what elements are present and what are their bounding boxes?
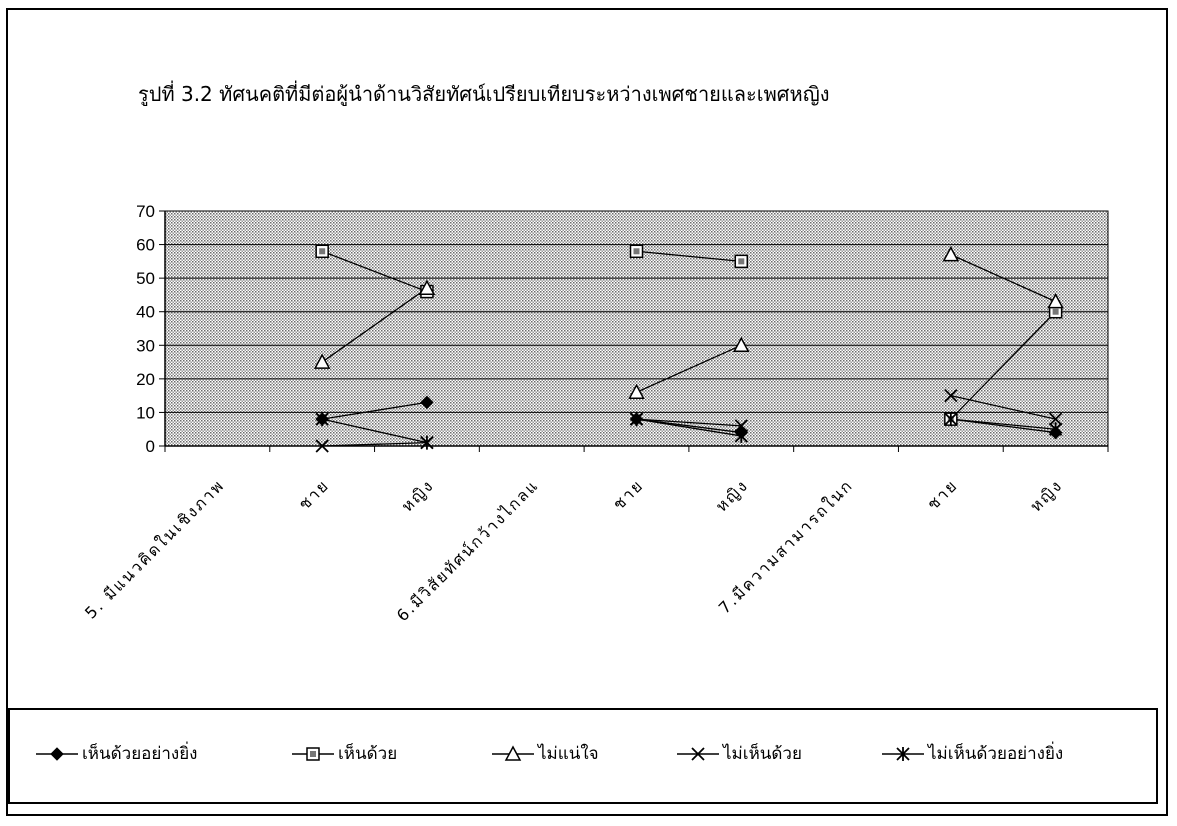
data-point-asterisk <box>734 428 748 443</box>
y-tick-label: 50 <box>136 269 155 288</box>
data-point-asterisk <box>420 435 434 450</box>
legend-item: ไม่เห็นด้วยอย่างยิ่ง <box>880 740 1063 767</box>
legend-item: ไม่เห็นด้วย <box>675 740 802 767</box>
data-point-x <box>734 419 748 433</box>
legend-swatch <box>882 746 924 761</box>
legend-label: เห็นด้วย <box>338 744 398 764</box>
data-point-asterisk <box>315 412 329 427</box>
data-point-asterisk <box>944 412 958 427</box>
legend-label: ไม่เห็นด้วยอย่างยิ่ง <box>928 744 1064 764</box>
data-point-square <box>315 244 329 259</box>
y-tick-label: 30 <box>136 336 155 355</box>
series-line-4 <box>636 418 742 437</box>
legend-item: เห็นด้วย <box>290 740 397 767</box>
data-point-triangle <box>313 353 331 369</box>
x-tick-label: หญิง <box>712 475 752 515</box>
data-point-asterisk <box>1048 422 1063 437</box>
chart-title: รูปที่ 3.2 ทัศนคติที่มีต่อผู้นำด้านวิสัย… <box>138 82 830 106</box>
legend-item: เห็นด้วยอย่างยิ่ง <box>34 740 197 767</box>
legend-marker-triangle <box>504 744 522 761</box>
legend-label: ไม่แน่ใจ <box>538 744 599 764</box>
series-line-1 <box>950 311 1057 420</box>
y-tick-label: 60 <box>136 236 155 255</box>
legend-marker-square <box>306 746 320 761</box>
series-line-1 <box>636 250 742 263</box>
x-tick-label: 5. มีแนวคิดในเชิงภาพ <box>81 475 228 622</box>
series-line-3 <box>322 441 427 447</box>
series-line-2 <box>950 254 1056 303</box>
chart-frame <box>6 8 1168 816</box>
series-line-3 <box>636 418 742 427</box>
legend-item: ไม่แน่ใจ <box>490 740 599 767</box>
data-point-triangle <box>733 336 750 353</box>
data-point-diamond <box>420 395 434 410</box>
x-tick-label: ชาย <box>923 475 961 513</box>
data-point-triangle <box>418 279 436 295</box>
series-line-2 <box>636 344 742 393</box>
y-tick-label: 70 <box>136 202 155 221</box>
legend-label: เห็นด้วยอย่างยิ่ง <box>82 744 198 764</box>
data-point-square <box>734 254 749 269</box>
legend: เห็นด้วยอย่างยิ่ง เห็นด้วย ไม่แน่ใจ ไม่เห็น… <box>8 708 1158 804</box>
x-tick-label: ชาย <box>609 475 647 513</box>
legend-marker-diamond <box>50 746 64 761</box>
data-point-triangle <box>942 246 960 262</box>
data-point-triangle <box>628 383 645 400</box>
series-line-3 <box>950 395 1056 420</box>
data-point-x <box>1048 412 1063 426</box>
legend-swatch <box>36 746 78 761</box>
data-point-asterisk <box>629 412 644 427</box>
legend-label: ไม่เห็นด้วย <box>723 744 802 764</box>
series-line-4 <box>322 418 428 444</box>
legend-marker-x <box>691 746 705 761</box>
x-tick-label: หญิง <box>397 475 437 515</box>
data-point-x <box>315 439 329 453</box>
series-line-1 <box>321 250 428 293</box>
y-tick-label: 0 <box>146 437 155 456</box>
x-tick-label: ชาย <box>295 475 333 513</box>
y-tick-label: 10 <box>136 403 155 422</box>
series-line-4 <box>950 418 1056 430</box>
data-point-x <box>944 389 958 403</box>
y-tick-label: 20 <box>136 370 155 389</box>
series-line-0 <box>322 401 428 420</box>
legend-swatch <box>292 746 334 761</box>
y-tick-label: 40 <box>136 303 155 322</box>
legend-swatch <box>492 744 534 761</box>
data-point-square <box>629 244 644 259</box>
data-point-triangle <box>1047 293 1064 309</box>
legend-marker-asterisk <box>896 746 910 761</box>
series-line-2 <box>321 287 428 363</box>
legend-swatch <box>677 746 719 761</box>
x-tick-label: หญิง <box>1026 475 1066 515</box>
